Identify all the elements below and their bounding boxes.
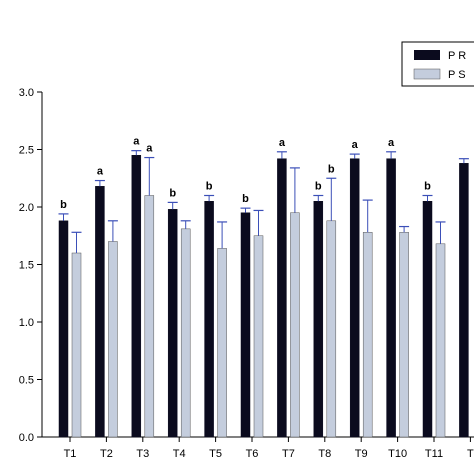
legend-swatch-series-1 [414,50,440,60]
y-tick-label: 2.5 [19,145,34,157]
bar-series-2 [108,241,118,438]
bar-series-1 [349,158,360,438]
legend-label-series-2: P S [448,69,466,81]
y-axis: 0.0 0.5 1.0 1.5 2.0 2.5 3.0 [19,87,43,444]
significance-label: a [133,136,140,148]
legend: P R P S [401,41,474,87]
bar-series-2 [144,195,155,438]
significance-label: a [97,166,104,178]
bar-series-2 [362,232,373,438]
bar-series-1 [459,163,469,438]
y-tick-label: 0.5 [19,375,34,387]
bar-series-2 [180,228,191,438]
x-tick-label: T6 [246,448,259,460]
bar-series-2 [253,235,264,438]
significance-label: a [279,137,286,149]
bar-series-2 [399,232,409,438]
bar-series-2 [326,220,337,438]
significance-label: a [388,137,395,149]
y-tick-label: 1.0 [19,317,34,329]
y-tick-label: 0.0 [19,432,34,444]
significance-label: b [206,181,213,193]
significance-label: a [146,143,153,155]
significance-label: b [242,193,249,205]
legend-swatch-series-2 [413,68,441,80]
bar-series-2 [290,212,300,438]
bar-series-2 [435,243,446,438]
y-tick-label: 2.0 [19,202,34,214]
bar-series-1 [131,155,142,438]
bars [58,155,469,438]
x-tick-label: T9 [355,448,368,460]
bar-series-1 [95,186,105,438]
x-tick-label: T1 [64,448,77,460]
x-tick-label: T7 [282,448,295,460]
x-tick-label: T5 [209,448,222,460]
bar-series-1 [167,209,178,438]
significance-label: b [315,181,322,193]
x-tick-label: T4 [173,448,186,460]
significance-label: b [169,187,176,199]
significance-label: b [424,181,431,193]
x-tick-label: T8 [318,448,331,460]
bar-series-1 [240,212,251,438]
bar-series-1 [58,220,69,438]
bar-series-1 [204,201,214,438]
significance-label: a [352,139,359,151]
y-tick-label: 1.5 [19,260,34,272]
error-bars [58,150,469,253]
bar-series-1 [277,158,287,438]
x-axis: T1 T2 T3 T4 T5 T6 T7 T8 T9 T10 T11 T [42,436,474,460]
bar-series-1 [386,158,396,438]
bar-series-1 [313,201,324,438]
bar-series-2 [217,248,227,438]
x-tick-label: T10 [388,448,407,460]
significance-label: b [60,199,67,211]
x-tick-label: T11 [425,448,443,460]
bar-series-1 [422,201,433,438]
x-tick-label: T3 [136,448,149,460]
y-tick-label: 3.0 [19,87,34,99]
x-tick-label: T2 [100,448,113,460]
legend-label-series-1: P R [448,50,466,62]
x-tick-label: T [467,448,474,460]
bar-series-2 [71,252,82,438]
significance-label: b [328,163,335,175]
